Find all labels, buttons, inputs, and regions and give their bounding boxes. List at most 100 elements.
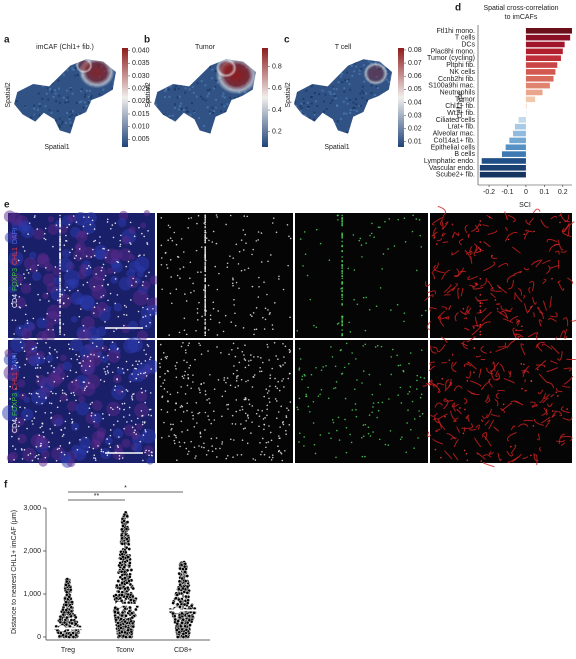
cell: [420, 393, 423, 395]
fiber: [429, 307, 438, 312]
cell: [9, 398, 12, 400]
cell: [420, 246, 423, 248]
swarm-dot: [128, 582, 133, 587]
fiber: [473, 437, 482, 448]
cell: [280, 452, 283, 455]
spot: [83, 95, 86, 98]
cell: [85, 436, 87, 439]
fiber: [523, 267, 530, 271]
cell: [226, 377, 229, 379]
cell: [62, 433, 65, 436]
cell: [175, 367, 177, 370]
tissue-patch: [127, 336, 143, 353]
spot: [33, 107, 36, 110]
cell: [355, 415, 358, 418]
cell: [379, 226, 381, 229]
cell: [413, 418, 416, 420]
tissue-patch: [21, 408, 34, 421]
cell: [111, 224, 114, 226]
category-label: Vascular endo.: [429, 165, 475, 172]
stain-name: FOXP3: [12, 268, 19, 291]
cell: [59, 222, 61, 224]
cell: [96, 302, 98, 305]
cell: [257, 296, 260, 298]
spot: [220, 110, 223, 113]
cell: [59, 333, 61, 336]
spot: [37, 92, 40, 95]
cell: [411, 230, 414, 233]
swarm-dot: [126, 628, 130, 633]
cell: [536, 368, 539, 371]
cell: [381, 268, 383, 270]
cell: [36, 342, 39, 345]
cell: [94, 414, 97, 417]
category-label: S100a9hi mac.: [428, 83, 475, 90]
cell: [164, 372, 166, 375]
cell: [203, 382, 205, 384]
cell: [79, 362, 82, 364]
cell: [193, 446, 196, 449]
cell: [530, 306, 532, 308]
spot: [366, 99, 369, 102]
cell: [45, 396, 47, 399]
cell: [232, 342, 235, 345]
cell: [37, 376, 39, 378]
cell: [167, 224, 170, 227]
cell: [43, 232, 46, 235]
y-axis-label: Distance to nearest CHL1+ imCAF (μm): [11, 510, 18, 634]
map-title: Tumor: [195, 44, 216, 51]
cell: [66, 226, 68, 229]
fiber: [526, 305, 534, 314]
cell: [86, 355, 89, 358]
cell: [191, 411, 193, 414]
cell: [89, 360, 92, 362]
spot: [173, 87, 176, 90]
cell: [101, 413, 104, 415]
swarm-dot: [122, 519, 126, 523]
cell: [204, 312, 206, 314]
cell: [355, 358, 357, 360]
cell: [341, 334, 343, 337]
cell: [95, 345, 98, 348]
cell: [479, 330, 482, 333]
spot: [174, 88, 177, 91]
cell: [103, 248, 106, 250]
category-label: Tconv: [116, 647, 135, 654]
cell: [59, 327, 61, 330]
spot: [375, 86, 378, 89]
tissue-patch: [59, 226, 68, 235]
spot: [342, 100, 345, 103]
spot: [361, 90, 364, 93]
fiber: [506, 450, 514, 457]
cell: [25, 304, 27, 307]
cell: [223, 379, 225, 381]
cell: [61, 435, 64, 437]
cell: [337, 219, 339, 221]
cell: [200, 271, 202, 273]
swarm-dot: [180, 627, 184, 632]
cell: [327, 397, 330, 400]
fiber: [451, 361, 457, 373]
cell: [266, 414, 268, 417]
cell: [289, 372, 291, 375]
cell: [92, 457, 95, 459]
tissue-patch: [35, 374, 47, 387]
cell: [183, 359, 185, 362]
cell: [103, 308, 106, 311]
cell: [59, 253, 61, 255]
cell: [212, 230, 215, 233]
cell: [204, 429, 206, 431]
spot: [299, 104, 302, 107]
swarm-dot: [128, 561, 132, 565]
fiber: [495, 346, 508, 353]
cell: [232, 456, 234, 459]
cell: [418, 410, 420, 412]
cell: [175, 402, 177, 404]
cell: [55, 392, 57, 395]
fiber: [537, 307, 544, 315]
cell: [166, 391, 169, 393]
spot: [87, 101, 90, 104]
bar: [513, 130, 526, 137]
cell: [263, 453, 266, 456]
cell: [466, 379, 469, 382]
